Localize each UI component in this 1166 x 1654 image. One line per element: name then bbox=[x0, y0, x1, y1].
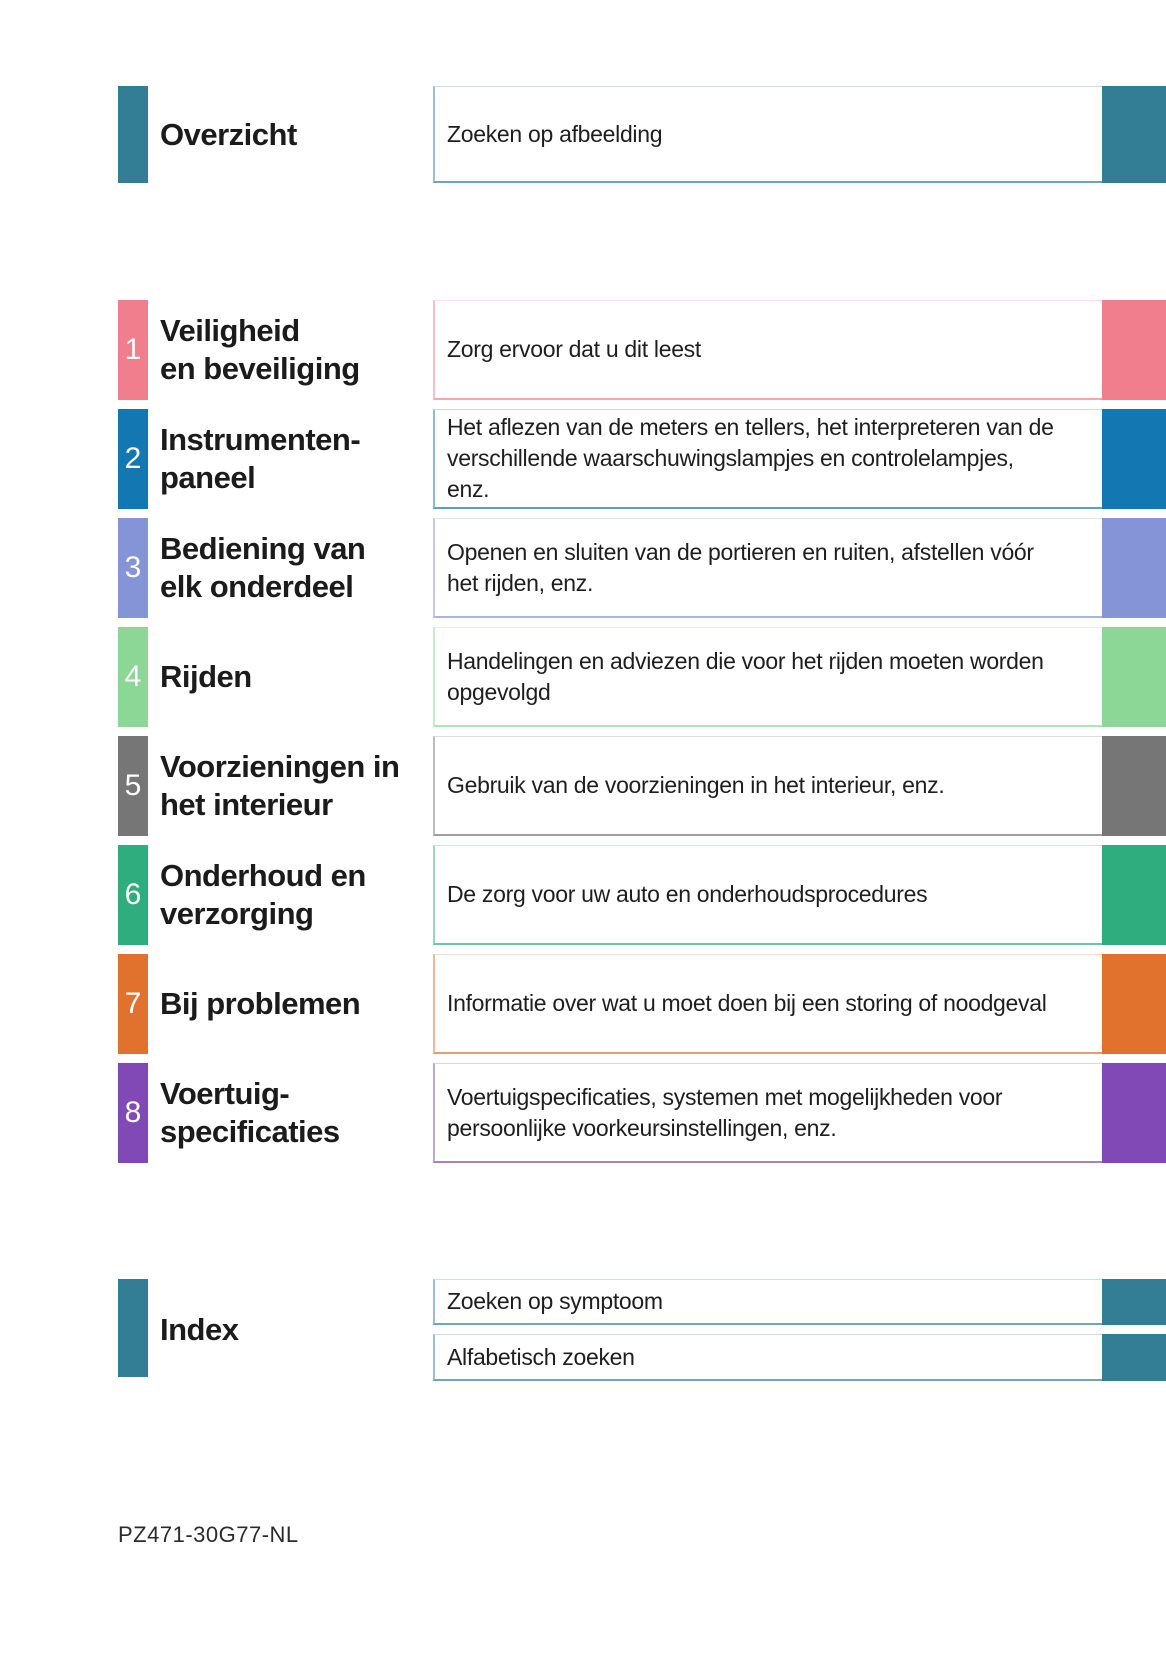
chapter-description-box: Handelingen en adviezen die voor het rij… bbox=[433, 627, 1102, 727]
chapter-list: 1 Veiligheid en beveiliging Zorg ervoor … bbox=[0, 300, 1166, 1163]
chapter-description: De zorg voor uw auto en onderhoudsproced… bbox=[447, 881, 928, 907]
chapter-side-block bbox=[1102, 300, 1166, 400]
chapter-side-block bbox=[1102, 954, 1166, 1054]
index-item-side-block bbox=[1102, 1279, 1166, 1325]
chapter-number: 5 bbox=[124, 769, 142, 802]
chapter-description-box: De zorg voor uw auto en onderhoudsproced… bbox=[433, 845, 1102, 945]
chapter-description-box: Gebruik van de voorzieningen in het inte… bbox=[433, 736, 1102, 836]
index-title-zone: Index bbox=[148, 1279, 433, 1381]
chapter-description-box: Informatie over wat u moet doen bij een … bbox=[433, 954, 1102, 1054]
chapter-row: 2 Instrumenten- paneel Het aflezen van d… bbox=[0, 409, 1166, 509]
chapter-title: Veiligheid en beveiliging bbox=[160, 313, 360, 386]
chapter-description: Openen en sluiten van de portieren en ru… bbox=[447, 538, 1034, 596]
chapter-description: Zorg ervoor dat u dit leest bbox=[447, 336, 701, 362]
chapter-title-zone: Veiligheid en beveiliging bbox=[148, 300, 433, 400]
chapter-number-block: 2 bbox=[118, 409, 148, 509]
chapter-title: Onderhoud en verzorging bbox=[160, 858, 366, 931]
chapter-row: 3 Bediening van elk onderdeel Openen en … bbox=[0, 518, 1166, 618]
chapter-number: 8 bbox=[124, 1096, 142, 1129]
chapter-description-box: Voertuigspecificaties, systemen met moge… bbox=[433, 1063, 1102, 1163]
overview-side-block bbox=[1102, 86, 1166, 183]
overview-row: Overzicht Zoeken op afbeelding bbox=[0, 86, 1166, 183]
chapter-row: 7 Bij problemen Informatie over wat u mo… bbox=[0, 954, 1166, 1054]
chapter-side-block bbox=[1102, 1063, 1166, 1163]
chapter-row: 1 Veiligheid en beveiliging Zorg ervoor … bbox=[0, 300, 1166, 400]
index-item: Alfabetisch zoeken bbox=[433, 1334, 1166, 1381]
overview-color-block bbox=[118, 86, 148, 183]
chapter-description: Handelingen en adviezen die voor het rij… bbox=[447, 647, 1044, 705]
chapter-title-zone: Rijden bbox=[148, 627, 433, 727]
chapter-title: Voertuig- specificaties bbox=[160, 1076, 340, 1149]
index-item-box: Alfabetisch zoeken bbox=[433, 1334, 1102, 1381]
chapter-title-zone: Voertuig- specificaties bbox=[148, 1063, 433, 1163]
chapter-description: Het aflezen van de meters en tellers, he… bbox=[447, 414, 1054, 502]
chapter-title: Voorzieningen in het interieur bbox=[160, 749, 400, 822]
index-item-label: Alfabetisch zoeken bbox=[447, 1343, 635, 1370]
index-item: Zoeken op symptoom bbox=[433, 1279, 1166, 1325]
chapter-number: 7 bbox=[124, 987, 142, 1020]
overview-title-zone: Overzicht bbox=[148, 86, 433, 183]
index-item-label: Zoeken op symptoom bbox=[447, 1288, 663, 1314]
chapter-number: 4 bbox=[124, 660, 142, 693]
chapter-side-block bbox=[1102, 627, 1166, 727]
chapter-number: 3 bbox=[124, 551, 142, 584]
chapter-number-block: 1 bbox=[118, 300, 148, 400]
chapter-description: Gebruik van de voorzieningen in het inte… bbox=[447, 772, 945, 798]
chapter-row: 8 Voertuig- specificaties Voertuigspecif… bbox=[0, 1063, 1166, 1163]
chapter-title-zone: Onderhoud en verzorging bbox=[148, 845, 433, 945]
overview-description: Zoeken op afbeelding bbox=[447, 120, 663, 147]
chapter-description-box: Het aflezen van de meters en tellers, he… bbox=[433, 409, 1102, 509]
index-title: Index bbox=[160, 1312, 239, 1347]
chapter-description-box: Zorg ervoor dat u dit leest bbox=[433, 300, 1102, 400]
chapter-number-block: 7 bbox=[118, 954, 148, 1054]
overview-description-box: Zoeken op afbeelding bbox=[433, 86, 1102, 183]
chapter-number: 6 bbox=[124, 878, 142, 911]
index-section: Index Zoeken op symptoom Alfabetisch zoe… bbox=[0, 1279, 1166, 1381]
chapter-row: 5 Voorzieningen in het interieur Gebruik… bbox=[0, 736, 1166, 836]
chapter-row: 4 Rijden Handelingen en adviezen die voo… bbox=[0, 627, 1166, 727]
chapter-title: Bediening van elk onderdeel bbox=[160, 531, 366, 604]
chapter-side-block bbox=[1102, 736, 1166, 836]
chapter-title: Bij problemen bbox=[160, 986, 361, 1021]
chapter-number: 1 bbox=[124, 333, 142, 366]
chapter-number-block: 4 bbox=[118, 627, 148, 727]
chapter-side-block bbox=[1102, 409, 1166, 509]
chapter-title-zone: Instrumenten- paneel bbox=[148, 409, 433, 509]
chapter-description: Voertuigspecificaties, systemen met moge… bbox=[447, 1083, 1003, 1141]
chapter-row: 6 Onderhoud en verzorging De zorg voor u… bbox=[0, 845, 1166, 945]
chapter-number-block: 5 bbox=[118, 736, 148, 836]
chapter-title-zone: Voorzieningen in het interieur bbox=[148, 736, 433, 836]
chapter-title-zone: Bediening van elk onderdeel bbox=[148, 518, 433, 618]
index-items: Zoeken op symptoom Alfabetisch zoeken bbox=[433, 1279, 1166, 1381]
chapter-description: Informatie over wat u moet doen bij een … bbox=[447, 990, 1047, 1016]
chapter-number: 2 bbox=[124, 442, 142, 475]
chapter-side-block bbox=[1102, 845, 1166, 945]
chapter-number-block: 3 bbox=[118, 518, 148, 618]
index-item-box: Zoeken op symptoom bbox=[433, 1279, 1102, 1325]
page-title: Overzicht bbox=[160, 116, 297, 152]
chapter-title: Instrumenten- paneel bbox=[160, 422, 361, 495]
index-color-block bbox=[118, 1279, 148, 1377]
chapter-side-block bbox=[1102, 518, 1166, 618]
chapter-number-block: 6 bbox=[118, 845, 148, 945]
chapter-title: Rijden bbox=[160, 659, 252, 694]
footer-code: PZ471-30G77-NL bbox=[118, 1522, 299, 1547]
index-item-side-block bbox=[1102, 1334, 1166, 1381]
chapter-number-block: 8 bbox=[118, 1063, 148, 1163]
chapter-description-box: Openen en sluiten van de portieren en ru… bbox=[433, 518, 1102, 618]
chapter-title-zone: Bij problemen bbox=[148, 954, 433, 1054]
